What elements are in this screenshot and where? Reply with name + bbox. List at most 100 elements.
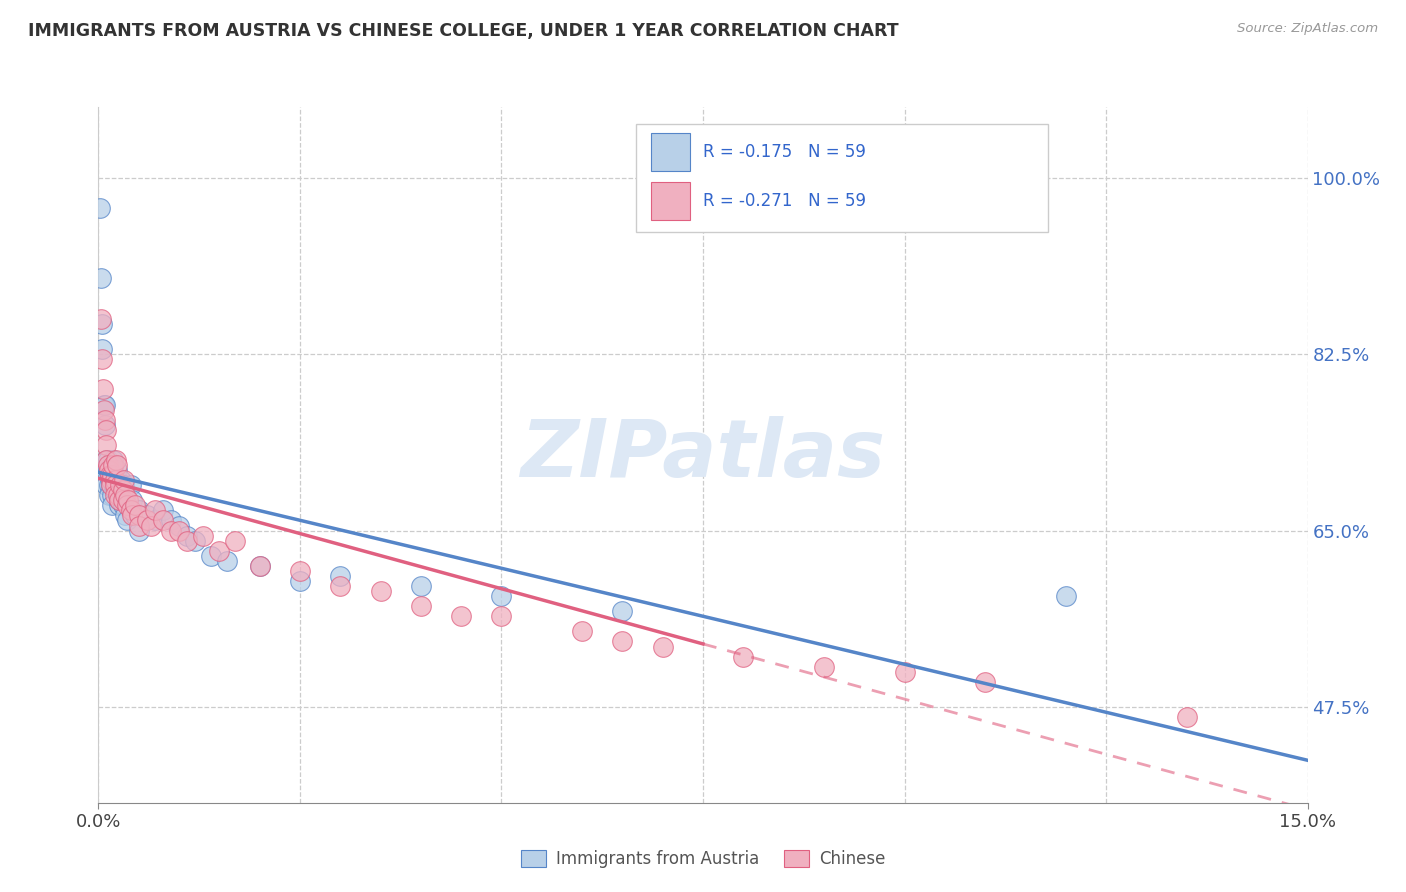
Point <box>91 317 114 331</box>
Point <box>893 665 915 679</box>
Point <box>101 453 124 467</box>
Point <box>160 513 183 527</box>
Point <box>288 574 311 588</box>
Point <box>94 423 117 437</box>
Point <box>176 533 198 548</box>
FancyBboxPatch shape <box>637 124 1047 232</box>
Point <box>104 483 127 498</box>
Point <box>409 599 432 614</box>
Point <box>813 659 835 673</box>
Point <box>103 478 125 492</box>
Point <box>100 473 122 487</box>
Point <box>249 558 271 573</box>
Point <box>101 488 124 502</box>
Point <box>288 564 311 578</box>
Point <box>105 453 128 467</box>
Point <box>94 412 117 426</box>
Point <box>90 311 112 326</box>
Point <box>101 468 124 483</box>
Point <box>108 478 131 492</box>
Point <box>115 499 138 513</box>
Point <box>90 271 112 285</box>
Point <box>128 524 150 538</box>
Point <box>121 508 143 523</box>
Point <box>93 397 115 411</box>
Point <box>97 458 120 472</box>
Point <box>121 493 143 508</box>
Point <box>733 649 755 664</box>
Point <box>612 604 634 618</box>
Point <box>93 402 115 417</box>
Point <box>105 458 128 472</box>
Point <box>103 468 125 483</box>
Point <box>612 634 634 648</box>
Point <box>97 463 120 477</box>
Point <box>107 488 129 502</box>
Point <box>117 493 139 508</box>
Text: R = -0.271   N = 59: R = -0.271 N = 59 <box>703 192 866 210</box>
Point <box>94 453 117 467</box>
FancyBboxPatch shape <box>651 182 690 220</box>
Point <box>217 554 239 568</box>
Point <box>1175 710 1198 724</box>
FancyBboxPatch shape <box>651 133 690 171</box>
Point <box>329 579 352 593</box>
Point <box>101 463 124 477</box>
Point <box>571 624 593 639</box>
Point <box>112 473 135 487</box>
Point <box>1054 589 1077 603</box>
Point <box>160 524 183 538</box>
Point <box>120 503 142 517</box>
Point <box>208 543 231 558</box>
Point <box>651 640 673 654</box>
Point <box>167 524 190 538</box>
Point <box>115 513 138 527</box>
Point <box>112 478 135 492</box>
Point <box>105 478 128 492</box>
Point <box>108 483 131 498</box>
Point <box>107 488 129 502</box>
Point <box>111 499 134 513</box>
Point <box>97 478 120 492</box>
Point <box>91 383 114 397</box>
Point <box>94 397 117 411</box>
Point <box>101 458 124 472</box>
Point <box>329 569 352 583</box>
Point <box>124 499 146 513</box>
Point <box>105 463 128 477</box>
Point <box>176 528 198 542</box>
Point <box>249 558 271 573</box>
Text: R = -0.175   N = 59: R = -0.175 N = 59 <box>703 144 866 161</box>
Point <box>96 438 118 452</box>
Point <box>167 518 190 533</box>
Point <box>96 478 118 492</box>
Point <box>100 478 122 492</box>
Point <box>100 463 122 477</box>
Point <box>128 503 150 517</box>
Point <box>110 473 132 487</box>
Text: ZIPatlas: ZIPatlas <box>520 416 886 494</box>
Point <box>491 589 513 603</box>
Legend: Immigrants from Austria, Chinese: Immigrants from Austria, Chinese <box>515 843 891 874</box>
Point <box>120 478 142 492</box>
Point <box>409 579 432 593</box>
Point <box>114 488 136 502</box>
Point <box>114 508 136 523</box>
Point <box>101 499 124 513</box>
Point <box>139 518 162 533</box>
Point <box>128 518 150 533</box>
Point <box>107 493 129 508</box>
Point <box>103 478 125 492</box>
Point <box>104 488 127 502</box>
Point <box>89 201 111 215</box>
Point <box>100 478 122 492</box>
Point <box>96 453 118 467</box>
Point <box>124 508 146 523</box>
Point <box>105 473 128 487</box>
Point <box>128 508 150 523</box>
Point <box>143 503 166 517</box>
Point <box>143 513 166 527</box>
Point <box>96 463 118 477</box>
Point <box>97 453 120 467</box>
Point <box>111 488 134 502</box>
